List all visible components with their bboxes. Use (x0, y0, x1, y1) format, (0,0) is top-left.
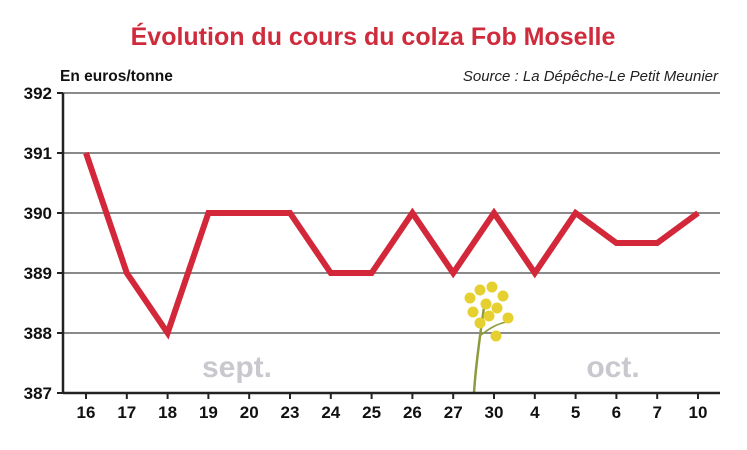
data-point (289, 212, 291, 214)
x-tick-label: 17 (117, 403, 136, 422)
y-unit-label: En euros/tonne (60, 68, 173, 85)
rapeseed-flower-icon (464, 281, 514, 394)
flower-petal (497, 290, 509, 302)
data-point (493, 212, 495, 214)
data-point (248, 212, 250, 214)
flower-petal (483, 310, 495, 322)
month-label: oct. (586, 351, 639, 384)
flower-petal (474, 284, 486, 296)
data-point (656, 242, 658, 244)
source-label: Source : La Dépêche-Le Petit Meunier (463, 68, 719, 85)
data-point (452, 272, 454, 274)
x-tick-label: 26 (403, 403, 422, 422)
x-tick-label: 24 (321, 403, 340, 422)
data-point (371, 272, 373, 274)
data-point (534, 272, 536, 274)
data-point (167, 332, 169, 334)
x-tick-label: 19 (199, 403, 218, 422)
flower-petal (490, 330, 502, 342)
data-point (411, 212, 413, 214)
x-tick-label: 25 (362, 403, 381, 422)
flower-branch (480, 321, 507, 336)
data-point (615, 242, 617, 244)
x-tick-label: 27 (444, 403, 463, 422)
flower-petal (474, 317, 486, 329)
data-point (126, 272, 128, 274)
y-tick-label: 388 (24, 324, 52, 343)
flower-petal (480, 298, 492, 310)
y-tick-label: 392 (24, 84, 52, 103)
y-tick-label: 387 (24, 384, 52, 403)
month-label: sept. (202, 351, 272, 384)
y-ticks: 387 388 389 390 391 392 (24, 84, 63, 403)
data-point (207, 212, 209, 214)
month-labels: sept. oct. (202, 351, 640, 384)
x-tick-label: 30 (485, 403, 504, 422)
x-tick-label: 18 (158, 403, 177, 422)
y-tick-label: 391 (24, 144, 52, 163)
data-point (85, 152, 87, 154)
flower-petal (502, 312, 514, 324)
x-tick-label: 6 (612, 403, 621, 422)
axes (61, 93, 720, 395)
data-point (697, 212, 699, 214)
x-tick-label: 16 (77, 403, 96, 422)
series-line (83, 152, 700, 340)
x-tick-label: 7 (652, 403, 661, 422)
chart-title: Évolution du cours du colza Fob Moselle (131, 22, 616, 51)
data-point (575, 212, 577, 214)
x-ticks: 16 17 18 19 20 23 24 25 26 27 30 4 5 6 7 10 (77, 393, 708, 422)
y-tick-label: 389 (24, 264, 52, 283)
grid (63, 92, 720, 334)
flower-petal (486, 281, 498, 293)
flower-petal (467, 306, 479, 318)
data-point (330, 272, 332, 274)
x-tick-label: 4 (530, 403, 540, 422)
flower-petal (464, 292, 476, 304)
y-tick-label: 390 (24, 204, 52, 223)
x-tick-label: 10 (689, 403, 708, 422)
x-tick-label: 5 (571, 403, 580, 422)
flower-petal (491, 302, 503, 314)
x-tick-label: 23 (281, 403, 300, 422)
x-tick-label: 20 (240, 403, 259, 422)
series (83, 152, 700, 340)
